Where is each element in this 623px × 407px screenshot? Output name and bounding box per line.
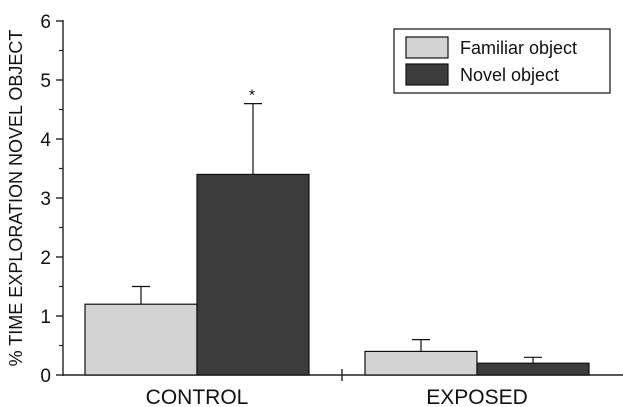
legend-swatch — [405, 63, 449, 86]
bar — [364, 350, 478, 376]
y-tick-label: 1 — [40, 307, 51, 328]
y-tick-label: 6 — [40, 12, 51, 33]
legend: Familiar object Novel object — [393, 28, 611, 94]
bar — [84, 303, 198, 376]
y-axis: 0 1 2 3 4 5 6 — [40, 12, 64, 387]
y-tick-label: 0 — [40, 366, 51, 387]
y-tick-label: 3 — [40, 189, 51, 210]
bars — [84, 102, 590, 376]
significance-marker: * — [249, 88, 255, 105]
y-tick-label: 2 — [40, 248, 51, 269]
x-tick-label: EXPOSED — [426, 386, 528, 407]
legend-label: Novel object — [460, 65, 559, 85]
bar — [476, 362, 590, 376]
y-axis-label: % TIME EXPLORATION NOVEL OBJECT — [6, 30, 26, 367]
legend-label: Familiar object — [460, 38, 577, 58]
legend-swatch — [405, 36, 449, 59]
x-tick-label: CONTROL — [146, 386, 249, 407]
y-tick-label: 4 — [40, 130, 51, 151]
bar — [196, 173, 310, 376]
annotations: * — [249, 88, 255, 105]
y-tick-label: 5 — [40, 71, 51, 92]
